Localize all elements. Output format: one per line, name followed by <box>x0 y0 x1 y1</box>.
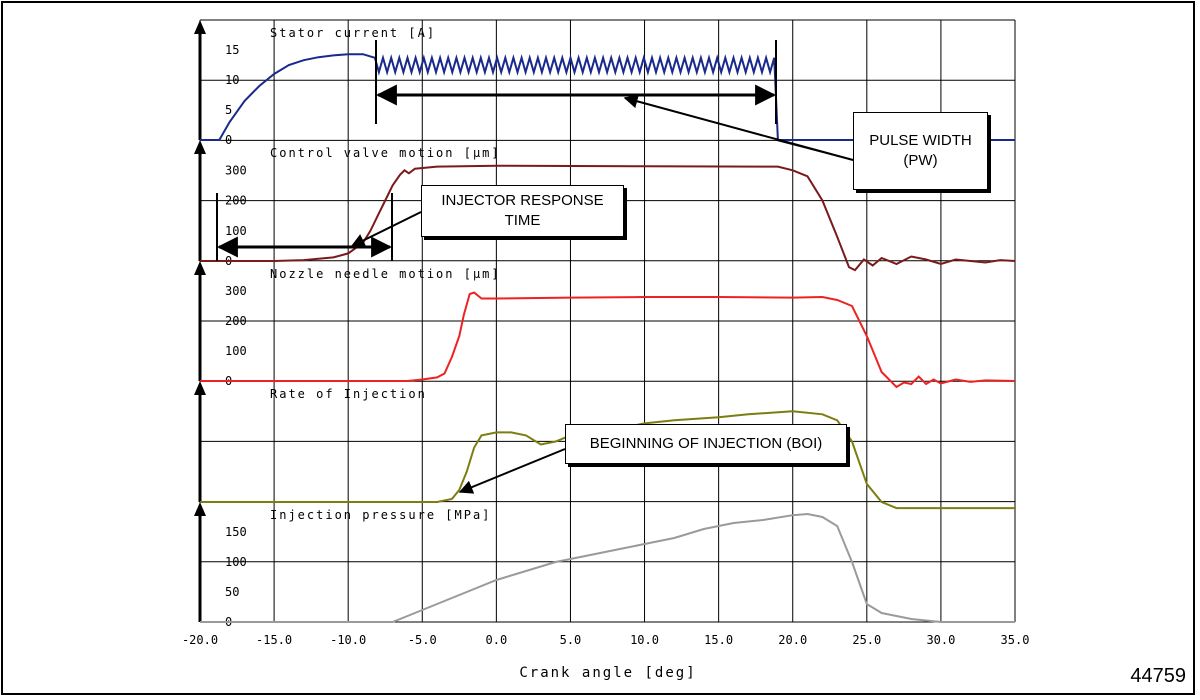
boi-callout: BEGINNING OF INJECTION (BOI) <box>565 424 847 464</box>
pressure-y-tick-label: 150 <box>225 525 247 539</box>
rate-panel-title: Rate of Injection <box>270 387 427 401</box>
stator-series-line <box>200 53 1015 141</box>
control_valve-y-tick-label: 300 <box>225 163 247 177</box>
control_valve-y-tick-label: 200 <box>225 194 247 208</box>
injector-response-label-line-2: TIME <box>504 212 541 229</box>
control_valve-series-line <box>200 164 1016 272</box>
needle-y-tick-label: 200 <box>225 314 247 328</box>
x-tick-label: 15.0 <box>704 633 733 647</box>
pressure-panel-title: Injection pressure [MPa] <box>270 508 491 522</box>
boi-pointer <box>458 448 566 494</box>
needle-y-axis-arrow <box>194 261 206 275</box>
x-tick-label: 25.0 <box>852 633 881 647</box>
pulse-width-label-line-1: PULSE WIDTH <box>869 132 972 149</box>
x-tick-label: -5.0 <box>408 633 437 647</box>
needle-y-tick-label: 300 <box>225 284 247 298</box>
needle-y-tick-label: 100 <box>225 344 247 358</box>
x-tick-label: -15.0 <box>256 633 292 647</box>
stator-panel-title: Stator current [A] <box>270 26 436 40</box>
pressure-y-axis-arrow <box>194 502 206 516</box>
x-tick-label: 20.0 <box>778 633 807 647</box>
stator-y-tick-label: 5 <box>225 103 232 117</box>
x-tick-label: -10.0 <box>330 633 366 647</box>
x-tick-label: -20.0 <box>182 633 218 647</box>
pressure-y-tick-label: 50 <box>225 585 239 599</box>
x-tick-label: 0.0 <box>486 633 508 647</box>
x-tick-label: 30.0 <box>926 633 955 647</box>
boi-label: BEGINNING OF INJECTION (BOI) <box>589 435 823 452</box>
figure-number: 44759 <box>1130 665 1186 687</box>
stator-y-tick-label: 0 <box>225 133 232 147</box>
needle-panel-title: Nozzle needle motion [µm] <box>270 267 501 281</box>
response-time-pointer <box>350 211 422 247</box>
pressure-y-tick-label: 100 <box>225 555 247 569</box>
pulse-width-callout: PULSE WIDTH (PW) <box>853 112 988 190</box>
pressure-series-line <box>200 512 1015 623</box>
rate-y-axis-arrow <box>194 381 206 395</box>
pulse-width-pointer-tail <box>775 139 854 161</box>
needle-series-line <box>200 291 1016 389</box>
x-tick-label: 5.0 <box>560 633 582 647</box>
stator-y-tick-label: 15 <box>225 43 239 57</box>
stator-y-axis-arrow <box>194 20 206 34</box>
x-tick-label: 10.0 <box>630 633 659 647</box>
control_valve-panel-title: Control valve motion [µm] <box>270 146 501 160</box>
pulse-width-label-line-2: (PW) <box>903 152 938 169</box>
control_valve-y-axis-arrow <box>194 140 206 154</box>
x-tick-label: 35.0 <box>1001 633 1030 647</box>
control_valve-y-tick-label: 100 <box>225 224 247 238</box>
stator-y-tick-label: 10 <box>225 73 239 87</box>
injector-response-label-line-1: INJECTOR RESPONSE <box>441 192 604 209</box>
x-axis-title: Crank angle [deg] <box>519 665 696 681</box>
injector-response-callout: INJECTOR RESPONSE TIME <box>421 185 624 237</box>
